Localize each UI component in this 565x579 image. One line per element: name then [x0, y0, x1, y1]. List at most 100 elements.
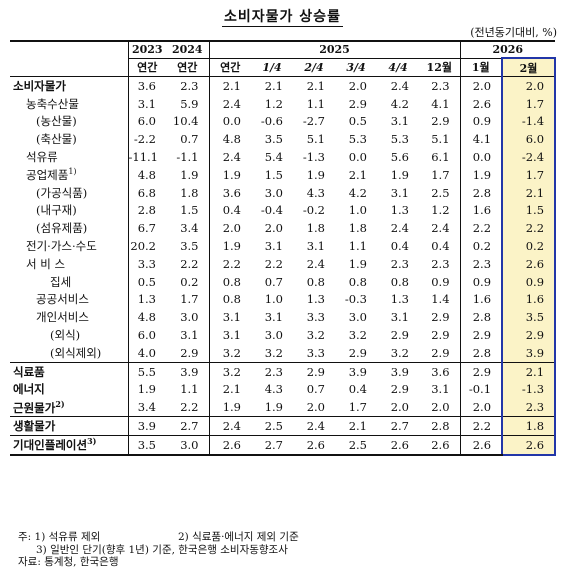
cell: 3.2	[222, 345, 241, 360]
cell: 4.3	[306, 185, 325, 200]
cell-highlight: 3.5	[501, 308, 557, 327]
cell: -11.1	[128, 150, 159, 165]
cell: 2.4	[293, 416, 335, 436]
row-label: (외식제외)	[10, 343, 129, 363]
cell: 2.9	[419, 343, 461, 363]
cell: 1.7	[419, 165, 461, 184]
cell: 3.1	[419, 380, 461, 399]
cell: 2.2	[166, 254, 210, 273]
cell-highlight: -2.4	[501, 148, 557, 166]
row-label: 개인서비스	[10, 308, 129, 327]
cell: 1.1	[348, 239, 367, 254]
cell: 2.1	[251, 75, 293, 95]
row-label: 기대인플레이션3)	[10, 434, 129, 456]
cell: -0.6	[260, 114, 283, 129]
cell: -1.1	[166, 148, 210, 166]
cell: 3.1	[222, 328, 241, 343]
cell: 2.0	[264, 221, 283, 236]
cell-highlight: 6.0	[501, 130, 557, 149]
cell: 1.3	[390, 203, 409, 218]
period-header: 2/4	[293, 58, 335, 77]
cell: 6.7	[137, 221, 156, 236]
cell: 3.2	[390, 345, 409, 360]
table-title: 소비자물가 상승률	[222, 9, 343, 27]
row-label: 석유류	[10, 148, 129, 166]
cell: 2.2	[166, 398, 210, 417]
cell: 0.9	[472, 114, 492, 129]
cell: 4.8	[222, 132, 241, 147]
cell: -0.2	[302, 203, 325, 218]
cell: 2.0	[335, 75, 377, 95]
cell: 6.0	[137, 114, 156, 129]
cell: 3.9	[377, 361, 419, 381]
cell: 0.5	[348, 114, 367, 129]
cell: -2.2	[133, 132, 156, 147]
cell: 2.4	[222, 150, 241, 165]
cell: 2.9	[472, 328, 492, 343]
cell: 3.1	[390, 310, 409, 325]
cell-highlight: 0.2	[501, 237, 557, 255]
table-row: (축산물) -2.2 0.7 4.8 3.5 5.1 5.3 5.3 5.1 4.1 6.0	[10, 130, 557, 149]
cpi-table: 2023 2024 2025 2026 연간 연간 연간 1/4 2/4 3/4…	[10, 40, 557, 456]
row-label: 전기·가스·수도	[10, 237, 129, 255]
cell: 10.4	[166, 112, 210, 131]
cell-highlight: 2.6	[501, 434, 557, 456]
cell: 0.4	[348, 382, 367, 397]
cell: 2.1	[293, 75, 335, 95]
cell: 2.6	[293, 434, 335, 456]
cell: 2.5	[251, 416, 293, 436]
row-label: 공공서비스	[10, 290, 129, 309]
cell: 1.9	[222, 167, 241, 182]
cell: 3.0	[264, 328, 283, 343]
cell: -0.1	[468, 382, 492, 397]
cell: 2.9	[348, 96, 367, 111]
cell: 1.9	[166, 165, 210, 184]
period-header: 연간	[128, 58, 166, 77]
cell: 20.2	[130, 239, 156, 254]
cell: 3.1	[264, 239, 283, 254]
cell: 2.4	[390, 221, 409, 236]
cell: 3.1	[390, 114, 409, 129]
cell: 2.4	[306, 256, 325, 271]
cell: 2.7	[251, 434, 293, 456]
cell: 3.3	[306, 310, 325, 325]
cell: 2.3	[166, 75, 210, 95]
cell: 1.9	[137, 382, 156, 397]
cell: 1.0	[348, 203, 367, 218]
cell: 2.9	[419, 326, 461, 344]
cell: 3.6	[128, 75, 166, 95]
cell-highlight: 1.6	[501, 290, 557, 309]
cell: -0.3	[344, 292, 367, 307]
cell: 4.1	[472, 132, 492, 147]
table-row: 근원물가2) 3.4 2.2 1.9 1.9 2.0 1.7 2.0 2.0 2.0 2.3	[10, 398, 557, 417]
cell: 2.3	[472, 256, 492, 271]
row-label: 집세	[10, 272, 129, 291]
row-label: 생활물가	[10, 416, 129, 436]
cell: 5.3	[348, 132, 367, 147]
cell: 0.4	[222, 203, 241, 218]
footnote-3: 3) 일반인 단기(향후 1년) 기준, 한국은행 소비자동향조사	[36, 543, 288, 556]
period-header: 4/4	[377, 58, 419, 77]
cell: 6.1	[419, 148, 461, 166]
cell: 2.9	[293, 361, 335, 381]
cell: 2.2	[460, 416, 503, 436]
cell: 2.1	[348, 167, 367, 182]
year-header: 2023	[128, 40, 166, 59]
cell: 2.5	[419, 183, 461, 202]
cell: 3.1	[137, 96, 156, 111]
cell: 2.9	[166, 343, 210, 363]
cell: 5.9	[166, 94, 210, 113]
cell: 1.9	[264, 400, 283, 415]
row-label: (농산물)	[10, 112, 129, 131]
cell: 2.8	[472, 185, 492, 200]
cell: 4.3	[264, 382, 283, 397]
row-label: 식료품	[10, 361, 129, 381]
cell: 1.6	[472, 203, 492, 218]
cell: 3.6	[222, 185, 241, 200]
period-header: 1월	[460, 58, 503, 77]
cell: 1.9	[222, 239, 241, 254]
cell: 5.5	[128, 361, 166, 381]
cell: 2.8	[419, 416, 461, 436]
table-row: 집세 0.5 0.2 0.8 0.7 0.8 0.8 0.8 0.9 0.9 0.9	[10, 272, 557, 291]
cell: 1.7	[166, 290, 210, 309]
